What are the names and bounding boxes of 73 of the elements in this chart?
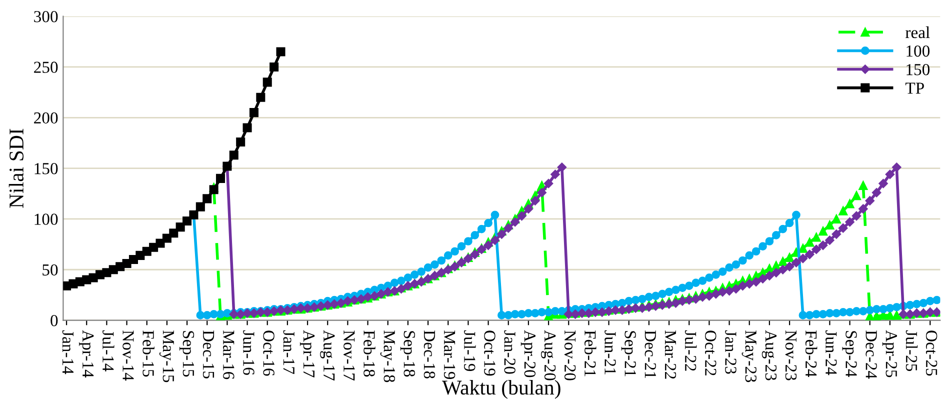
legend-label: real bbox=[906, 26, 930, 38]
x-tick-label: Apr-14 bbox=[79, 330, 94, 378]
x-tick-label: Oct-19 bbox=[484, 330, 496, 376]
point bbox=[169, 228, 178, 238]
x-tick-label: Sep-15 bbox=[179, 331, 194, 377]
y-axis-title: Nilai SDI bbox=[8, 128, 24, 208]
point bbox=[249, 108, 258, 118]
y-tick-label: 300 bbox=[34, 11, 58, 22]
x-tick-label: Nov-17 bbox=[344, 330, 355, 380]
point bbox=[202, 194, 212, 204]
x-tick-label: Aug-17 bbox=[320, 330, 335, 380]
x-tick-label: Sep-21 bbox=[621, 331, 636, 376]
x-tick-label: Jul-19 bbox=[464, 330, 476, 371]
x-tick-label: Jul-22 bbox=[684, 330, 697, 371]
x-tick-label: Oct-22 bbox=[705, 330, 716, 376]
x-tick-label: Jun-21 bbox=[604, 330, 616, 374]
point bbox=[216, 174, 226, 183]
x-tick-label: May-15 bbox=[159, 330, 174, 382]
point bbox=[270, 62, 279, 72]
x-tick-label: Aug-23 bbox=[762, 330, 777, 380]
y-tick-label: 150 bbox=[34, 163, 58, 174]
x-tick-label: Oct-25 bbox=[926, 330, 938, 376]
x-tick-label: May-23 bbox=[742, 330, 756, 382]
x-tick-label: Nov-14 bbox=[122, 330, 134, 381]
point bbox=[229, 150, 238, 160]
x-tick-label: Nov-23 bbox=[785, 330, 797, 380]
x-tick-label: Apr-17 bbox=[300, 330, 315, 378]
legend-label: 150 bbox=[906, 64, 930, 76]
x-tick-label: Jan-23 bbox=[725, 330, 736, 374]
x-tick-label: Dec-21 bbox=[644, 330, 656, 378]
point bbox=[156, 238, 165, 248]
x-tick-label: Sep-24 bbox=[842, 331, 857, 377]
x-tick-label: Jan-17 bbox=[283, 330, 294, 374]
y-tick-label: 0 bbox=[50, 314, 58, 326]
legend-label: 100 bbox=[906, 45, 930, 57]
point bbox=[276, 47, 286, 56]
point bbox=[182, 216, 192, 226]
x-tick-label: Jul-14 bbox=[102, 330, 114, 372]
x-tick-label: Dec-24 bbox=[866, 330, 877, 379]
x-tick-label: Aug-20 bbox=[540, 330, 556, 380]
x-tick-label: Jan-14 bbox=[62, 330, 74, 374]
x-tick-label: Jul-25 bbox=[906, 330, 918, 372]
point bbox=[209, 185, 218, 194]
x-tick-label: Nov-20 bbox=[564, 330, 576, 380]
point bbox=[262, 78, 272, 87]
x-tick-label: Jan-20 bbox=[504, 330, 516, 374]
x-tick-label: Mar-16 bbox=[223, 330, 234, 380]
point bbox=[242, 123, 252, 132]
point bbox=[176, 222, 185, 232]
point bbox=[236, 137, 246, 146]
y-tick-label: 50 bbox=[42, 264, 58, 276]
x-axis-title: Waktu (bulan) bbox=[442, 380, 560, 399]
x-tick-label: Dec-18 bbox=[424, 330, 436, 378]
x-tick-label: Jun-16 bbox=[243, 330, 254, 375]
y-tick-label: 200 bbox=[34, 112, 58, 124]
x-tick-label: Dec-15 bbox=[202, 330, 214, 378]
x-tick-label: Mar-19 bbox=[444, 330, 456, 379]
x-tick-label: Mar-22 bbox=[664, 330, 676, 379]
x-tick-label: May-18 bbox=[380, 330, 395, 382]
x-tick-label: Jun-24 bbox=[826, 330, 837, 376]
x-tick-label: Feb-24 bbox=[805, 330, 818, 377]
point bbox=[256, 92, 266, 102]
legend-label: TP bbox=[905, 82, 924, 94]
x-tick-label: Apr-25 bbox=[882, 330, 897, 378]
y-tick-label: 250 bbox=[34, 62, 58, 73]
x-tick-label: Feb-15 bbox=[142, 330, 154, 377]
x-tick-label: Oct-16 bbox=[263, 330, 274, 376]
x-tick-label: Feb-18 bbox=[364, 330, 376, 377]
point bbox=[196, 202, 205, 212]
y-tick-label: 100 bbox=[34, 214, 58, 225]
x-tick-label: Feb-21 bbox=[584, 330, 596, 376]
x-tick-label: Apr-20 bbox=[520, 330, 536, 378]
x-tick-label: Sep-18 bbox=[400, 331, 416, 377]
